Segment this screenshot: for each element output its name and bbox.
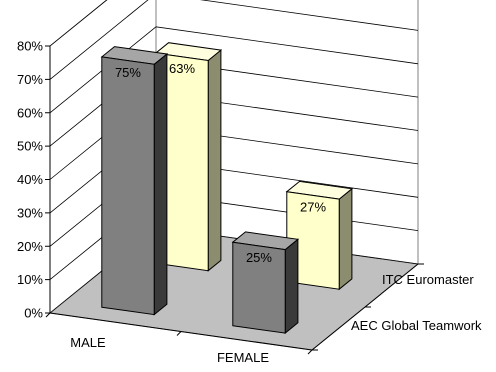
y-tick-label: 60% — [17, 105, 43, 120]
data-label: 27% — [300, 200, 326, 215]
y-tick-label: 20% — [17, 239, 43, 254]
bar-front-face — [101, 56, 155, 316]
gridline — [49, 0, 108, 47]
x-tick — [176, 331, 182, 336]
bar-side-face — [338, 187, 353, 291]
data-label: 75% — [115, 65, 141, 80]
x-tick — [45, 312, 51, 318]
bar-side-face — [284, 238, 299, 335]
bar-side-face — [207, 49, 222, 272]
bar-female-series-0: 27% — [285, 180, 354, 291]
x-category-label: MALE — [70, 335, 106, 350]
y-tick-label: 80% — [17, 39, 43, 54]
bar-side-face — [153, 52, 168, 316]
gridline — [49, 0, 419, 80]
y-tick-label: 10% — [17, 272, 43, 287]
x-category-label: FEMALE — [217, 350, 269, 365]
y-tick-label: 0% — [24, 306, 43, 321]
bars: 63% 27% 75% 25% — [100, 42, 354, 335]
y-tick-label: 70% — [17, 72, 43, 87]
bar-male-series-0: 63% — [154, 42, 223, 272]
y-tick-label: 30% — [17, 205, 43, 220]
gridline — [49, 26, 419, 114]
x-tick — [307, 349, 313, 355]
data-label: 63% — [169, 61, 195, 76]
bar-front-face — [232, 241, 286, 334]
bar-female-series-1: 25% — [231, 231, 300, 335]
y-tick-label: 40% — [17, 172, 43, 187]
series-label: ITC Euromaster — [382, 272, 474, 287]
axes — [45, 45, 424, 355]
bar-front-face — [286, 191, 340, 290]
bar-male-series-1: 75% — [100, 46, 169, 316]
labels: 0% 10% 20% 30% 40% 50% 60% 70% 80% MALE FEMALE ITC … — [17, 39, 482, 366]
series-label: AEC Global Teamwork — [351, 318, 482, 333]
data-label: 25% — [246, 250, 272, 265]
y-tick-label: 50% — [17, 139, 43, 154]
